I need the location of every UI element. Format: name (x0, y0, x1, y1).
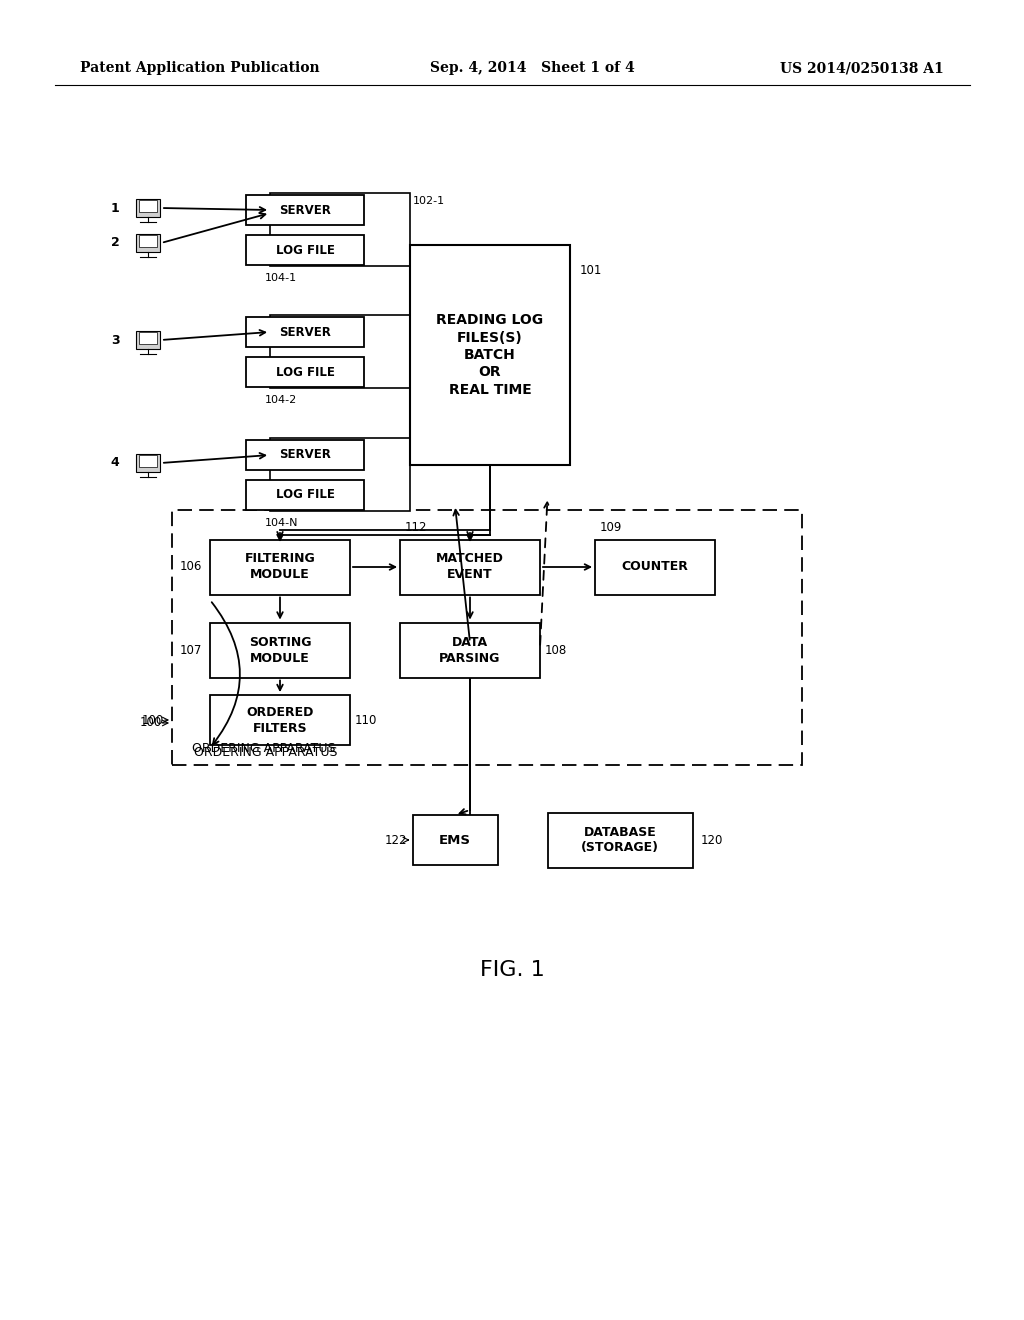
Bar (139, 235, 157, 247)
Bar (210, 696, 350, 744)
Text: DATABASE
(STORAGE): DATABASE (STORAGE) (581, 825, 659, 854)
Text: 104-2: 104-2 (265, 395, 297, 405)
Text: 2: 2 (111, 236, 120, 249)
Text: 102-1: 102-1 (413, 195, 445, 206)
Text: 104-1: 104-1 (265, 273, 297, 282)
Text: ORDERING APPARATUS: ORDERING APPARATUS (194, 746, 338, 759)
Text: READING LOG
FILES(S)
BATCH
OR
REAL TIME: READING LOG FILES(S) BATCH OR REAL TIME (436, 313, 544, 396)
Text: US 2014/0250138 A1: US 2014/0250138 A1 (780, 61, 944, 75)
Bar (172, 510, 802, 766)
Text: 122: 122 (384, 833, 407, 846)
Bar (246, 480, 364, 510)
Bar (136, 234, 160, 252)
Bar (400, 540, 540, 594)
Bar (410, 246, 570, 465)
Bar (246, 356, 364, 387)
Text: ORDERING APPARATUS: ORDERING APPARATUS (193, 742, 336, 755)
Text: 104-N: 104-N (265, 517, 299, 528)
Bar (210, 623, 350, 677)
Text: 100: 100 (140, 717, 162, 730)
Text: 109: 109 (600, 521, 623, 535)
Text: 108: 108 (545, 644, 567, 656)
Bar (136, 330, 160, 350)
Text: SERVER: SERVER (280, 449, 331, 462)
Bar (139, 333, 157, 343)
Bar (210, 540, 350, 594)
Text: 112: 112 (406, 521, 427, 535)
Bar (270, 315, 410, 388)
Text: 1: 1 (111, 202, 120, 214)
Bar (413, 814, 498, 865)
Text: Sep. 4, 2014   Sheet 1 of 4: Sep. 4, 2014 Sheet 1 of 4 (430, 61, 635, 75)
Text: 4: 4 (111, 457, 120, 470)
Bar (246, 195, 364, 224)
Text: DATA
PARSING: DATA PARSING (439, 635, 501, 664)
Text: LOG FILE: LOG FILE (275, 366, 335, 379)
Bar (139, 455, 157, 466)
Text: 110: 110 (355, 714, 378, 726)
Text: 106: 106 (180, 561, 203, 573)
Bar (246, 440, 364, 470)
Text: ORDERED
FILTERS: ORDERED FILTERS (247, 705, 313, 734)
Text: FIG. 1: FIG. 1 (479, 960, 545, 979)
Text: SERVER: SERVER (280, 326, 331, 338)
Bar (136, 454, 160, 473)
Text: MATCHED
EVENT: MATCHED EVENT (436, 553, 504, 582)
Bar (270, 438, 410, 511)
Text: 3: 3 (111, 334, 120, 346)
Bar (595, 540, 715, 594)
Text: 107: 107 (180, 644, 203, 656)
Bar (136, 198, 160, 218)
Text: 120: 120 (700, 833, 723, 846)
Text: LOG FILE: LOG FILE (275, 488, 335, 502)
Text: EMS: EMS (439, 833, 471, 846)
Text: LOG FILE: LOG FILE (275, 243, 335, 256)
Text: FILTERING
MODULE: FILTERING MODULE (245, 553, 315, 582)
Text: Patent Application Publication: Patent Application Publication (80, 61, 319, 75)
Bar (246, 317, 364, 347)
Text: 101: 101 (580, 264, 602, 276)
Text: SERVER: SERVER (280, 203, 331, 216)
Bar (548, 813, 692, 867)
Text: 102-N: 102-N (413, 441, 446, 451)
Text: COUNTER: COUNTER (622, 561, 688, 573)
Text: 102-2: 102-2 (413, 318, 445, 327)
Bar (139, 201, 157, 211)
Text: 100: 100 (142, 714, 164, 726)
Bar (246, 235, 364, 265)
Bar (400, 623, 540, 677)
Bar (270, 193, 410, 267)
Text: SORTING
MODULE: SORTING MODULE (249, 635, 311, 664)
